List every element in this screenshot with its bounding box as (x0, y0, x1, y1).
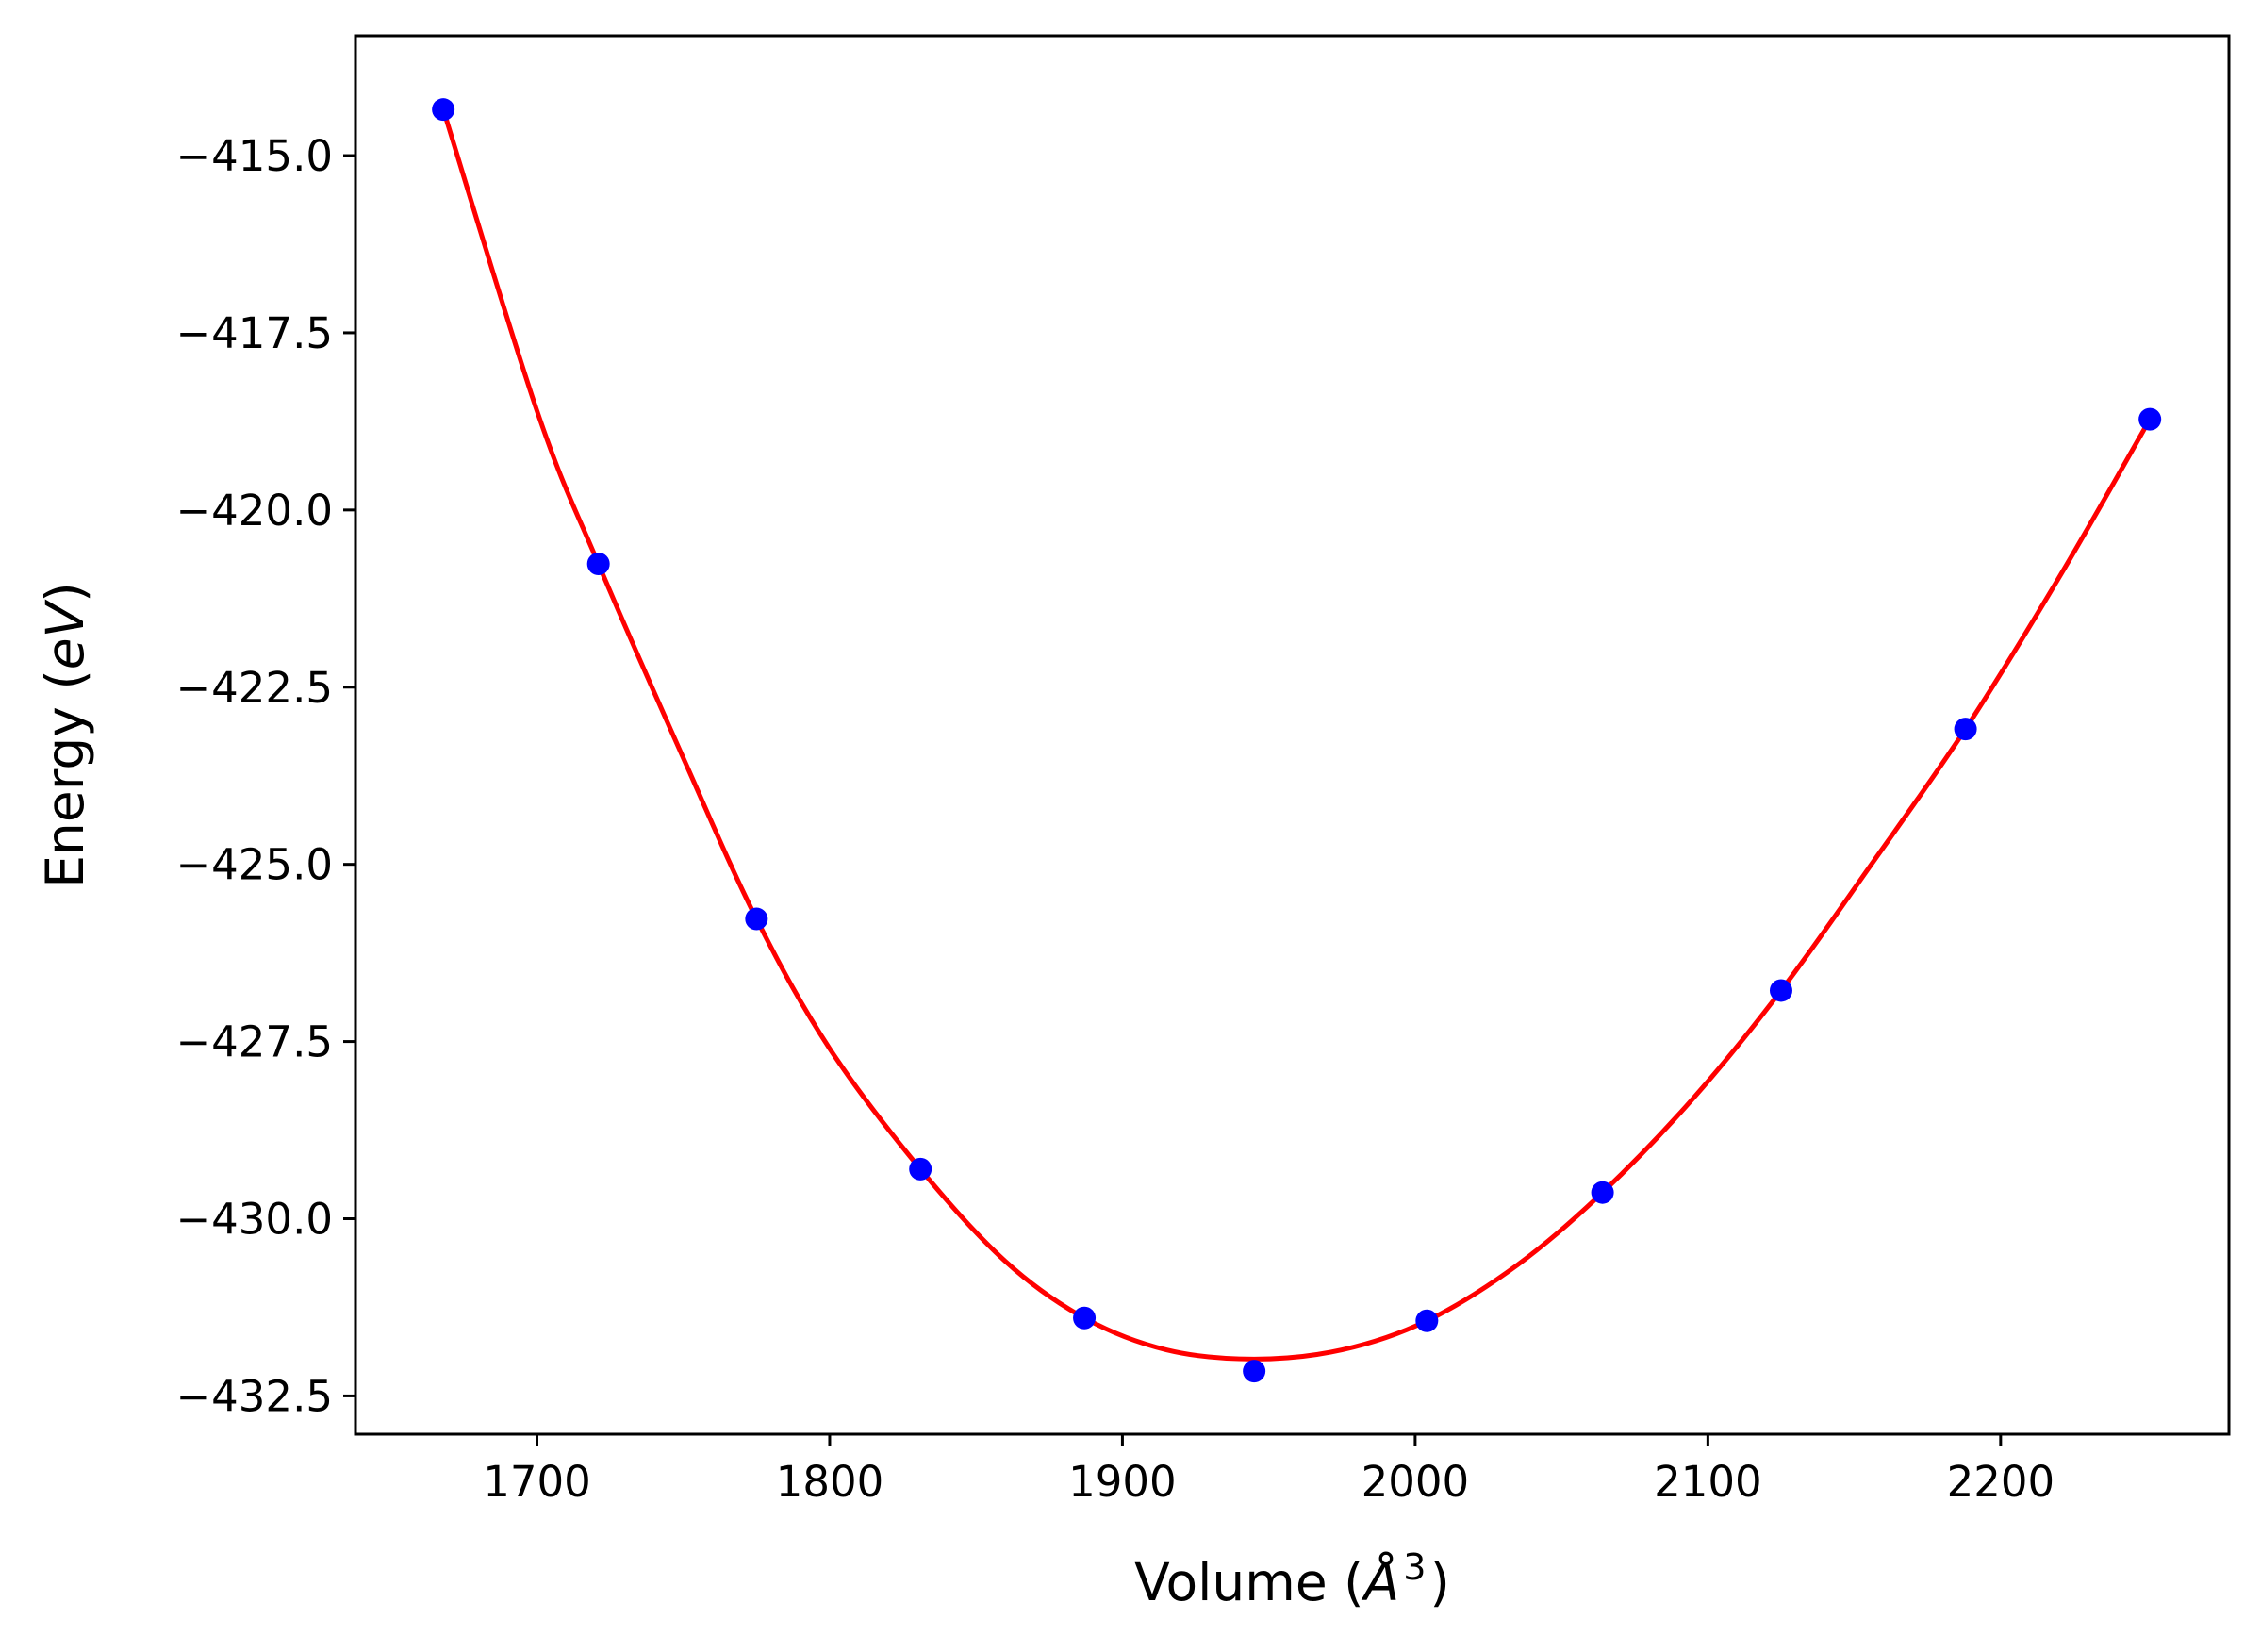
data-layer (432, 98, 2162, 1383)
x-axis-label-exponent: 3 (1403, 1546, 1426, 1588)
fit-curve-line (440, 108, 2153, 1362)
x-tick-label: 1900 (1068, 1457, 1177, 1507)
x-axis: 1700 1800 1900 2000 2100 2200 (483, 1434, 2055, 1507)
y-axis-label: Energy (eV) (35, 582, 95, 887)
x-tick-label: 1700 (483, 1457, 591, 1507)
x-tick-label: 1800 (776, 1457, 884, 1507)
x-axis-label-close: ) (1429, 1552, 1449, 1612)
x-tick-label: 2200 (1947, 1457, 2055, 1507)
data-point (1769, 979, 1792, 1002)
y-tick-label: −425.0 (175, 840, 333, 890)
y-tick-label: −415.0 (175, 131, 333, 181)
data-point (2138, 407, 2162, 431)
y-axis-label-close: ) (35, 582, 95, 602)
y-axis-label-text: Energy ( (35, 669, 95, 888)
y-axis: −415.0 −417.5 −420.0 −422.5 −425.0 −427.5 −430… (175, 131, 355, 1421)
data-point (586, 552, 610, 575)
data-point (745, 907, 768, 931)
y-tick-label: −430.0 (175, 1194, 333, 1244)
y-tick-label: −432.5 (175, 1371, 333, 1421)
x-axis-label-text: Volume ( (1134, 1552, 1364, 1612)
y-tick-label: −422.5 (175, 663, 333, 713)
data-point (432, 98, 455, 122)
x-tick-label: 2000 (1362, 1457, 1470, 1507)
x-tick-label: 2100 (1654, 1457, 1762, 1507)
y-tick-label: −427.5 (175, 1017, 333, 1067)
y-axis-label-unit: eV (35, 599, 95, 669)
y-tick-label: −420.0 (175, 486, 333, 536)
plot-frame (354, 34, 2231, 1436)
y-tick-label: −417.5 (175, 308, 333, 358)
data-point (1073, 1306, 1097, 1330)
data-point (1415, 1309, 1439, 1332)
x-axis-label-symbol: Å (1362, 1551, 1400, 1612)
data-point (1591, 1181, 1614, 1204)
x-axis-label: Volume (Å 3) (1134, 1546, 1450, 1612)
data-point (1243, 1360, 1266, 1383)
data-point (1954, 718, 1977, 741)
data-point (909, 1157, 932, 1181)
